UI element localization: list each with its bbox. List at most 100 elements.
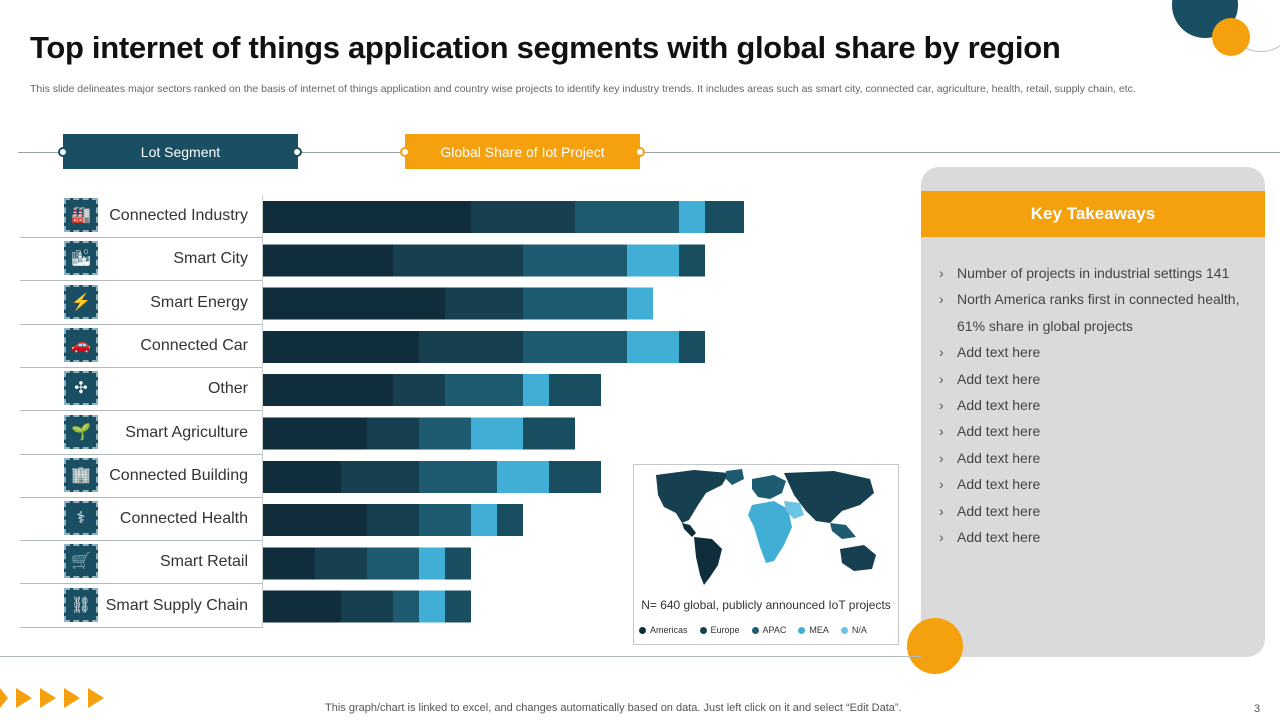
- map-caption: N= 640 global, publicly announced IoT pr…: [641, 598, 891, 612]
- network-icon: ✣: [64, 371, 98, 406]
- bar-segment-mea: [627, 244, 679, 277]
- segment-label: Connected Health: [119, 510, 248, 528]
- bar-segment-mea: [627, 330, 679, 363]
- segment-row: 🚗 Connected Car: [20, 325, 263, 368]
- legend-item: Europe: [699, 625, 740, 635]
- bar-segment-europe: [445, 287, 523, 320]
- bar-segment-americas: [263, 504, 367, 537]
- segment-header-right-dot: [292, 147, 302, 157]
- bar-segment-apac: [445, 374, 523, 407]
- segment-row: 🏢 Connected Building: [20, 455, 263, 498]
- share-header: Global Share of Iot Project: [405, 134, 640, 169]
- page-number: 3: [1254, 703, 1261, 715]
- legend-item: Americas: [639, 625, 688, 635]
- bar-segment-europe: [341, 460, 419, 493]
- takeaway-item: Add text here: [937, 471, 1255, 498]
- arrow-icon: [40, 688, 56, 708]
- bar-segment-europe: [341, 590, 393, 623]
- legend-label: N/A: [851, 625, 867, 635]
- bar-segment-na: [497, 504, 523, 537]
- takeaway-item: Add text here: [937, 445, 1255, 472]
- header-divider: [18, 152, 1280, 153]
- bar-segment-americas: [263, 460, 341, 493]
- bar-segment-na: [445, 547, 471, 580]
- legend-item: APAC: [751, 625, 787, 635]
- bar-segment-europe: [393, 244, 523, 277]
- takeaway-item: Add text here: [937, 366, 1255, 393]
- legend-label: Americas: [650, 625, 688, 635]
- segment-row: ⚕ Connected Health: [20, 498, 263, 542]
- segment-label: Other: [207, 380, 248, 398]
- bar-segment-apac: [419, 417, 471, 450]
- segment-row: 🏙 Smart City: [20, 238, 263, 282]
- slide-title: Top internet of things application segme…: [30, 30, 1061, 65]
- arrow-icon: [16, 688, 32, 708]
- segment-label: Smart Agriculture: [125, 423, 248, 441]
- segment-label: Smart Supply Chain: [105, 596, 248, 614]
- bar-segment-apac: [419, 504, 471, 537]
- footnote: This graph/chart is linked to excel, and…: [325, 702, 902, 714]
- takeaway-item: Number of projects in industrial setting…: [937, 260, 1255, 287]
- segment-label: Smart Retail: [159, 553, 248, 571]
- map-legend: Americas Europe APAC MEA N/A: [639, 625, 867, 635]
- bar-segment-apac: [523, 287, 627, 320]
- bar-segment-mea: [471, 417, 523, 450]
- bar-segment-na: [445, 590, 471, 623]
- building-globe-icon: 🏢: [64, 457, 98, 492]
- decorative-circle-bottom: [907, 618, 963, 674]
- bar-segment-mea: [523, 374, 549, 407]
- bar-segment-na: [679, 330, 705, 363]
- legend-label: Europe: [710, 625, 740, 635]
- segment-row: ✣ Other: [20, 368, 263, 412]
- legend-label: APAC: [762, 625, 787, 635]
- segment-row: 🌱 Smart Agriculture: [20, 412, 263, 455]
- agriculture-icon: 🌱: [64, 414, 98, 449]
- bar-segment-apac: [419, 460, 497, 493]
- chart-axis-line: [262, 195, 263, 627]
- bar-segment-na: [549, 460, 601, 493]
- takeaway-item: Add text here: [937, 339, 1255, 366]
- bar-segment-europe: [471, 201, 575, 233]
- bar-segment-apac: [393, 590, 419, 623]
- takeaway-item: Add text here: [937, 392, 1255, 419]
- key-takeaways-panel: Key Takeaways Number of projects in indu…: [921, 167, 1265, 657]
- city-building-icon: 🏙: [64, 241, 98, 276]
- bar-segment-na: [705, 201, 744, 233]
- segment-label: Connected Industry: [109, 207, 248, 224]
- bar-segment-europe: [315, 547, 367, 580]
- bar-segment-europe: [367, 417, 419, 450]
- segment-row: ⚡ Smart Energy: [20, 282, 263, 325]
- share-header-right-dot: [635, 147, 645, 157]
- bar-segment-apac: [523, 330, 627, 363]
- bar-segment-mea: [419, 547, 445, 580]
- energy-icon: ⚡: [64, 284, 98, 319]
- legend-swatch: [699, 626, 707, 634]
- segment-label: Connected Car: [140, 336, 248, 354]
- legend-swatch: [840, 626, 848, 634]
- decorative-arrows: [0, 688, 104, 708]
- bar-segment-europe: [367, 504, 419, 537]
- bar-segment-apac: [367, 547, 419, 580]
- bar-segment-europe: [419, 330, 523, 363]
- bar-segment-mea: [679, 201, 705, 233]
- stacked-bar-chart: [263, 201, 744, 623]
- takeaway-item: Add text here: [937, 498, 1255, 525]
- bar-segment-americas: [263, 330, 419, 363]
- world-map: [656, 469, 876, 585]
- bar-segment-na: [523, 417, 575, 450]
- bar-segment-mea: [471, 504, 497, 537]
- bar-segment-americas: [263, 547, 315, 580]
- segment-row: 🛒 Smart Retail: [20, 541, 263, 585]
- bar-segment-mea: [419, 590, 445, 623]
- bottom-divider: [0, 656, 921, 657]
- segment-row: ⛓ Smart Supply Chain: [20, 585, 263, 628]
- bar-segment-americas: [263, 244, 393, 277]
- bar-segment-na: [679, 244, 705, 277]
- arrow-icon: [64, 688, 80, 708]
- takeaway-item: Add text here: [937, 418, 1255, 445]
- bar-segment-apac: [575, 201, 679, 233]
- legend-item: N/A: [840, 625, 867, 635]
- segment-row: 🏭 Connected Industry: [20, 195, 263, 238]
- arrow-icon: [0, 688, 8, 708]
- arrow-icon: [88, 688, 104, 708]
